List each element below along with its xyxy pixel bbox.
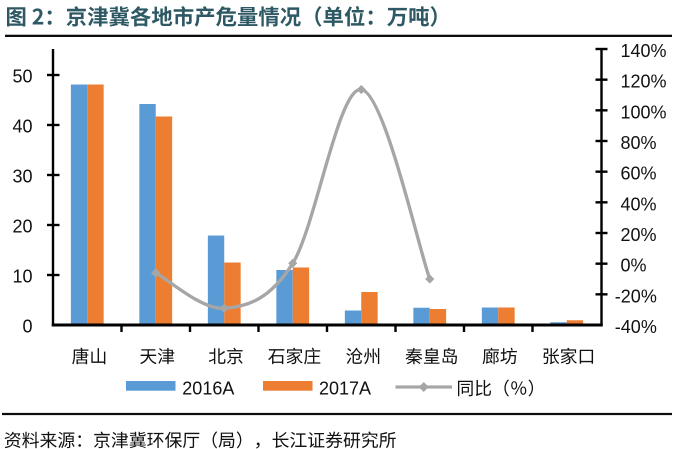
- svg-text:-20%: -20%: [615, 286, 657, 306]
- svg-text:120%: 120%: [621, 72, 667, 92]
- svg-text:2017A: 2017A: [319, 378, 371, 398]
- svg-text:50: 50: [12, 67, 32, 87]
- svg-text:10: 10: [12, 267, 32, 287]
- svg-text:40: 40: [12, 117, 32, 137]
- svg-text:-40%: -40%: [615, 317, 657, 337]
- svg-text:0: 0: [22, 317, 32, 337]
- svg-text:20%: 20%: [621, 225, 657, 245]
- svg-text:140%: 140%: [621, 41, 667, 61]
- svg-text:80%: 80%: [621, 133, 657, 153]
- svg-text:0%: 0%: [621, 256, 647, 276]
- svg-text:20: 20: [12, 217, 32, 237]
- svg-text:100%: 100%: [621, 102, 667, 122]
- svg-text:2016A: 2016A: [182, 378, 234, 398]
- svg-text:40%: 40%: [621, 194, 657, 214]
- svg-text:30: 30: [12, 167, 32, 187]
- svg-text:60%: 60%: [621, 164, 657, 184]
